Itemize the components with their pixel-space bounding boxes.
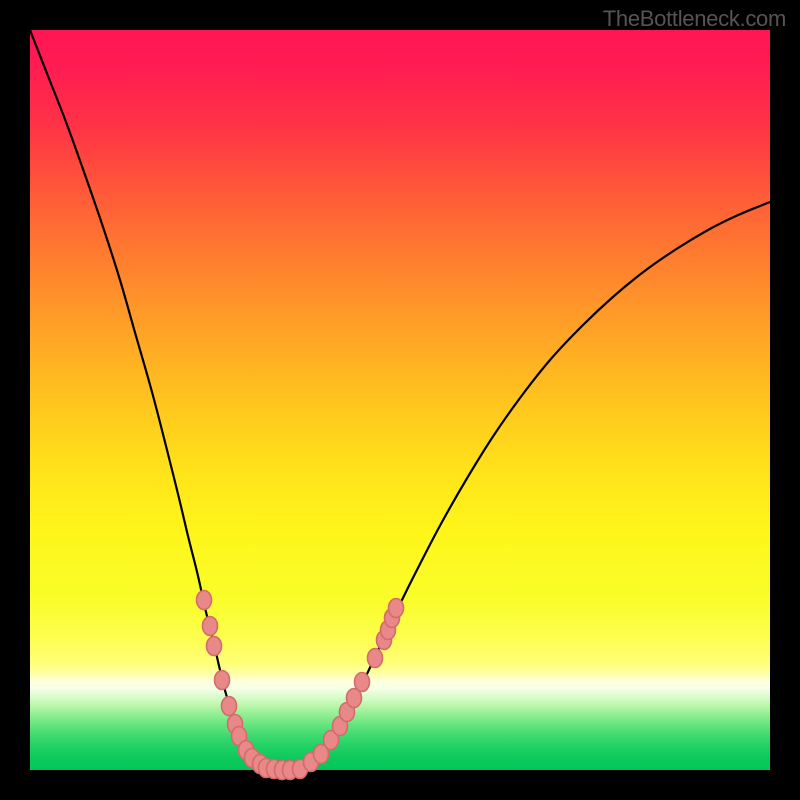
data-marker: [203, 617, 218, 636]
data-marker: [368, 649, 383, 668]
bottleneck-chart: [0, 0, 800, 800]
data-marker: [215, 671, 230, 690]
plot-gradient-background: [30, 30, 770, 770]
data-marker: [355, 673, 370, 692]
data-marker: [207, 637, 222, 656]
data-marker: [389, 599, 404, 618]
watermark-text: TheBottleneck.com: [603, 6, 786, 32]
data-marker: [222, 697, 237, 716]
data-marker: [197, 591, 212, 610]
